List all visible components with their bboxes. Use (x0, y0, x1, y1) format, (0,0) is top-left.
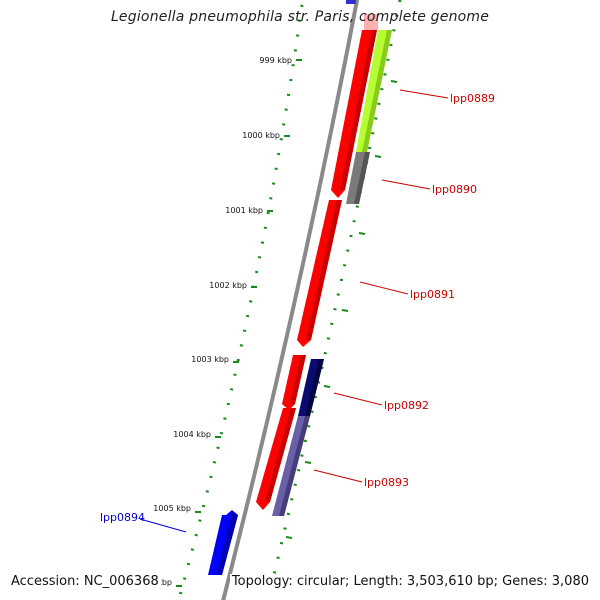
gene-feature-lpp0894-blue[interactable] (208, 510, 238, 575)
gene-feature-lpp0891-red[interactable] (297, 200, 342, 347)
gene-label-lpp0892-text: lpp0892 (384, 399, 429, 412)
tick-label-999: 999 kbp (259, 56, 292, 65)
gene-label-lpp0889[interactable]: lpp0889 (399, 89, 495, 105)
accession-text: Accession: NC_006368 (9, 574, 161, 589)
tick-1002: 1002 kbp (209, 281, 257, 290)
outer-tick-ring (266, 0, 402, 600)
gene-label-lpp0890-text: lpp0890 (432, 183, 477, 196)
tick-label-1001: 1001 kbp (225, 206, 263, 215)
gene-label-lpp0892[interactable]: lpp0892 (333, 392, 429, 412)
genome-backbone (221, 0, 360, 600)
gene-label-lpp0893-text: lpp0893 (364, 476, 409, 489)
tick-1000: 1000 kbp (242, 131, 290, 140)
tick-label-1005: 1005 kbp (153, 504, 191, 513)
tick-1001: 1001 kbp (225, 206, 273, 215)
tick-1005: 1005 kbp (153, 504, 201, 513)
tick-999: 999 kbp (259, 56, 302, 65)
gene-feature-lpp0892-red[interactable] (282, 355, 306, 410)
gene-label-lpp0894[interactable]: lpp0894 (100, 511, 187, 533)
cds-feature-lpp0893-slate[interactable] (272, 416, 310, 516)
top-marker-pink (364, 14, 378, 30)
tick-1004: 1004 kbp (173, 430, 221, 439)
tick-label-1004: 1004 kbp (173, 430, 211, 439)
cds-feature-lpp0890-gray[interactable] (346, 152, 370, 204)
outer-major-ticks (285, 80, 398, 539)
gene-label-lpp0890[interactable]: lpp0890 (381, 179, 477, 196)
genome-summary-text: Topology: circular; Length: 3,503,610 bp… (229, 574, 591, 589)
gene-feature-lpp0893-red[interactable] (256, 408, 296, 510)
tick-label-1002: 1002 kbp (209, 281, 247, 290)
gene-label-lpp0893[interactable]: lpp0893 (313, 469, 409, 489)
gene-label-lpp0891[interactable]: lpp0891 (359, 281, 455, 301)
tick-label-1000: 1000 kbp (242, 131, 280, 140)
cds-feature-lpp0889-green[interactable] (356, 30, 392, 152)
map-title: Legionella pneumophila str. Paris, compl… (110, 9, 490, 25)
tick-label-1003: 1003 kbp (191, 355, 229, 364)
gene-label-lpp0894-text: lpp0894 (100, 511, 145, 524)
cds-feature-lpp0892-navy[interactable] (298, 359, 324, 416)
top-marker-blue (346, 0, 356, 4)
gene-feature-lpp0889-lpp0890-red[interactable] (331, 30, 377, 198)
gene-label-lpp0891-text: lpp0891 (410, 288, 455, 301)
tick-1003: 1003 kbp (191, 355, 239, 364)
gene-label-lpp0889-text: lpp0889 (450, 92, 495, 105)
